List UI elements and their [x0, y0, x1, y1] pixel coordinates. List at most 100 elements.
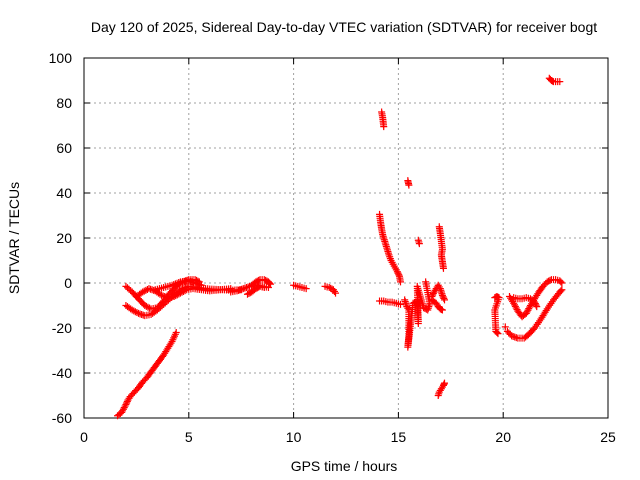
data-point	[558, 279, 566, 287]
data-point	[131, 308, 139, 316]
data-point	[522, 309, 530, 317]
y-tick-label: 40	[56, 185, 72, 201]
data-point	[330, 287, 338, 295]
data-point	[404, 304, 412, 312]
y-tick-label: -20	[52, 320, 72, 336]
data-point	[511, 302, 519, 310]
data-point	[396, 278, 404, 286]
data-point	[267, 280, 275, 288]
y-tick-label: -60	[52, 410, 72, 426]
data-point	[531, 298, 539, 306]
y-tick-label: 100	[49, 50, 73, 66]
data-point	[176, 289, 184, 297]
data-point	[142, 286, 150, 294]
data-point	[512, 304, 520, 312]
data-point	[173, 291, 181, 299]
data-point	[557, 287, 565, 295]
data-point	[175, 290, 183, 298]
data-point	[556, 78, 564, 86]
data-point	[511, 301, 519, 309]
data-point	[128, 306, 136, 314]
x-axis-label: GPS time / hours	[291, 458, 398, 474]
data-point	[438, 291, 446, 299]
x-tick-label: 0	[80, 429, 88, 445]
x-tick-label: 25	[600, 429, 616, 445]
data-point	[178, 288, 186, 296]
data-point	[525, 305, 533, 313]
data-point	[533, 303, 541, 311]
y-tick-label: 80	[56, 95, 72, 111]
data-point	[440, 294, 448, 302]
data-point	[170, 293, 178, 300]
data-point	[531, 300, 539, 308]
data-point	[181, 287, 189, 295]
x-tick-label: 10	[286, 429, 302, 445]
data-point	[175, 279, 183, 287]
data-point	[493, 329, 501, 336]
grid-lines	[84, 58, 608, 418]
axis-ticks	[83, 57, 609, 419]
data-point	[395, 271, 403, 279]
data-point	[438, 306, 446, 314]
data-points	[114, 74, 566, 420]
data-point	[173, 279, 181, 287]
y-tick-labels: -60 -40 -20 0 20 40 60 80 100	[49, 50, 73, 426]
x-tick-labels: 0 5 10 15 20 25	[80, 429, 616, 445]
data-point	[168, 281, 176, 289]
data-point	[122, 401, 130, 408]
data-point	[439, 264, 447, 272]
data-point	[140, 287, 148, 295]
chart-title: Day 120 of 2025, Sidereal Day-to-day VTE…	[91, 19, 597, 35]
data-point	[171, 280, 179, 288]
data-point	[393, 268, 401, 276]
data-point	[119, 407, 127, 415]
data-point	[172, 292, 180, 300]
data-point	[441, 379, 449, 387]
data-point	[144, 303, 152, 311]
y-tick-label: 0	[64, 275, 72, 291]
data-point	[523, 308, 531, 316]
data-point	[415, 240, 423, 248]
y-tick-label: 20	[56, 230, 72, 246]
data-point	[546, 276, 554, 284]
data-point	[170, 281, 178, 289]
data-point	[130, 307, 138, 315]
data-point	[394, 269, 402, 277]
data-point	[332, 289, 340, 297]
x-tick-label: 15	[391, 429, 407, 445]
data-point	[120, 404, 128, 412]
data-point	[524, 306, 532, 314]
data-point	[494, 330, 502, 338]
y-axis-label: SDTVAR / TECUs	[6, 182, 22, 294]
data-point	[255, 276, 263, 284]
x-tick-label: 20	[495, 429, 511, 445]
data-point	[557, 278, 565, 286]
data-point	[380, 123, 388, 131]
data-point	[558, 286, 566, 294]
y-tick-label: 60	[56, 140, 72, 156]
x-tick-label: 5	[185, 429, 193, 445]
data-point	[422, 278, 430, 286]
data-point	[139, 288, 147, 296]
data-point	[435, 283, 443, 291]
data-point	[141, 302, 149, 309]
data-point	[405, 181, 413, 189]
data-point	[118, 408, 126, 416]
data-point	[180, 287, 188, 295]
y-tick-label: -40	[52, 365, 72, 381]
data-point	[439, 293, 447, 301]
data-point	[532, 301, 540, 309]
data-point	[501, 323, 509, 331]
data-point	[260, 284, 268, 291]
data-point	[123, 399, 131, 407]
data-point	[133, 309, 141, 317]
data-point	[121, 402, 129, 410]
data-point	[429, 291, 437, 299]
data-point	[119, 405, 127, 413]
data-point	[441, 296, 449, 304]
data-point	[142, 302, 150, 310]
data-point	[302, 285, 310, 293]
data-point	[172, 329, 180, 336]
data-point	[265, 279, 273, 287]
